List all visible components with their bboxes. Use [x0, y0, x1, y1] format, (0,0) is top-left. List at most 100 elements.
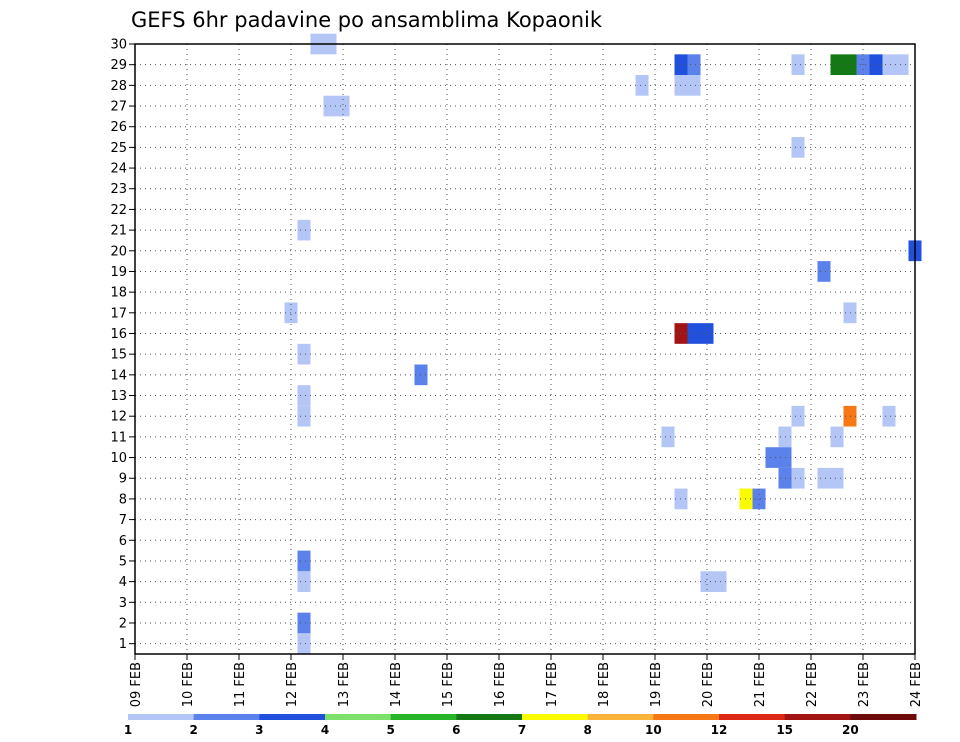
y-tick-label: 30 — [110, 38, 127, 53]
x-tick-label: 16 FEB — [493, 662, 508, 707]
colorbar-swatch — [128, 714, 195, 720]
data-cell — [882, 54, 896, 76]
colorbar-label: 20 — [842, 723, 859, 737]
x-tick-label: 15 FEB — [441, 662, 456, 707]
data-cell — [700, 571, 714, 592]
y-tick-label: 8 — [119, 492, 127, 507]
y-tick-label: 12 — [110, 410, 127, 425]
y-tick-label: 5 — [119, 554, 127, 569]
data-cell — [765, 447, 779, 468]
y-tick-label: 16 — [110, 327, 127, 342]
y-tick-label: 20 — [110, 244, 127, 259]
y-tick-label: 6 — [119, 534, 127, 549]
y-tick-label: 10 — [110, 451, 127, 466]
data-cell — [661, 426, 675, 448]
data-cell — [297, 550, 311, 572]
colorbar-label: 3 — [255, 723, 263, 737]
data-cell — [687, 75, 701, 96]
data-cell — [297, 219, 311, 241]
data-cell — [791, 467, 805, 489]
y-tick-label: 11 — [110, 430, 127, 445]
x-tick-label: 22 FEB — [805, 662, 820, 707]
colorbar-swatch — [653, 714, 720, 720]
y-tick-label: 25 — [110, 141, 127, 156]
colorbar-swatch — [522, 714, 589, 720]
colorbar-swatch — [390, 714, 457, 720]
data-cell — [297, 385, 311, 406]
x-tick-label: 17 FEB — [545, 662, 560, 707]
colorbar-swatch — [850, 714, 917, 720]
data-cell — [297, 633, 311, 654]
colorbar-label: 7 — [518, 723, 526, 737]
data-cell — [687, 323, 701, 344]
y-tick-label: 9 — [119, 472, 127, 487]
chart-title: GEFS 6hr padavine po ansamblima Kopaonik — [131, 8, 603, 32]
colorbar-label: 15 — [776, 723, 793, 737]
data-cell — [791, 405, 805, 427]
x-tick-label: 13 FEB — [337, 662, 352, 707]
data-cell — [882, 405, 896, 427]
data-cell — [830, 54, 844, 76]
data-cell — [830, 467, 844, 489]
y-tick-label: 13 — [110, 389, 127, 404]
data-cell — [297, 612, 311, 634]
data-cell — [297, 571, 311, 592]
y-tick-label: 23 — [110, 182, 127, 197]
x-tick-label: 09 FEB — [129, 662, 144, 707]
x-tick-label: 23 FEB — [857, 662, 872, 707]
colorbar-swatch — [587, 714, 654, 720]
colorbar-label: 1 — [124, 723, 132, 737]
x-tick-label: 21 FEB — [753, 662, 768, 707]
colorbar-label: 2 — [189, 723, 197, 737]
x-tick-label: 11 FEB — [233, 662, 248, 707]
x-tick-label: 18 FEB — [597, 662, 612, 707]
x-tick-label: 24 FEB — [909, 662, 924, 707]
data-cell — [830, 426, 844, 448]
colorbar-swatch — [193, 714, 260, 720]
plot-frame — [134, 43, 916, 655]
grid-lines — [135, 44, 915, 654]
colorbar-label: 4 — [321, 723, 329, 737]
y-tick-label: 29 — [110, 58, 127, 73]
data-cell — [700, 323, 714, 344]
x-tick-label: 20 FEB — [701, 662, 716, 707]
data-cell — [791, 54, 805, 76]
y-tick-label: 14 — [110, 368, 127, 383]
y-tick-label: 24 — [110, 162, 127, 177]
data-cell — [895, 54, 909, 76]
x-tick-label: 10 FEB — [181, 662, 196, 707]
colorbar-swatch — [259, 714, 326, 720]
colorbar-swatch — [325, 714, 392, 720]
y-tick-label: 7 — [119, 513, 127, 528]
x-tick-label: 19 FEB — [649, 662, 664, 707]
y-tick-label: 22 — [110, 203, 127, 218]
colorbar-swatch — [456, 714, 523, 720]
data-cell — [817, 261, 831, 282]
y-tick-label: 27 — [110, 100, 127, 115]
y-tick-label: 26 — [110, 120, 127, 135]
data-cell — [791, 137, 805, 158]
y-tick-label: 15 — [110, 348, 127, 363]
colorbar-swatch — [784, 714, 851, 720]
data-cell — [752, 488, 766, 510]
colorbar-label: 12 — [711, 723, 728, 737]
data-cell — [297, 405, 311, 427]
data-cell — [817, 467, 831, 489]
y-tick-label: 3 — [119, 596, 127, 611]
y-tick-label: 2 — [119, 616, 127, 631]
data-cell — [336, 95, 350, 117]
colorbar-label: 6 — [452, 723, 460, 737]
data-cell — [687, 54, 701, 76]
colorbar-legend: 1 2 3 4 5 6 7 8 10 12 15 20 — [124, 714, 917, 737]
x-axis: 09 FEB 10 FEB 11 FEB 12 FEB 13 FEB 14 FEB 15 F… — [129, 654, 924, 707]
x-tick-label: 14 FEB — [389, 662, 404, 707]
colorbar-label: 8 — [583, 723, 591, 737]
data-cell — [297, 343, 311, 365]
y-axis: 1234567891011121314151617181920212223242… — [110, 38, 135, 652]
y-tick-label: 4 — [119, 575, 127, 590]
y-tick-label: 18 — [110, 286, 127, 301]
y-tick-label: 1 — [119, 637, 127, 652]
y-tick-label: 19 — [110, 265, 127, 280]
y-tick-label: 28 — [110, 79, 127, 94]
